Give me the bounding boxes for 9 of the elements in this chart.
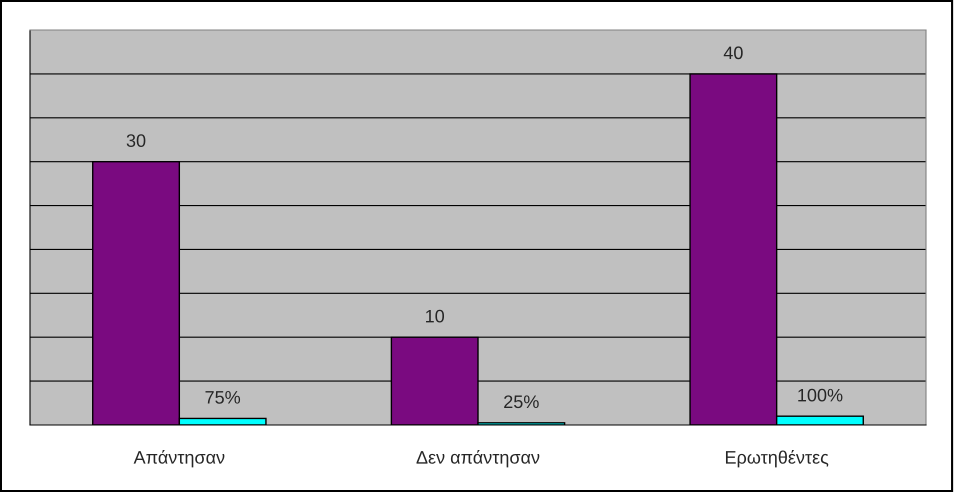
- x-tick-label: Ερωτηθέντες: [726, 450, 828, 468]
- data-label: 10: [426, 310, 444, 323]
- x-tick-label: Απάντησαν: [134, 450, 224, 468]
- data-label: 25%: [504, 395, 539, 408]
- x-tick-label: Δεν απάντησαν: [416, 450, 540, 468]
- data-label: 75%: [205, 391, 240, 404]
- data-label: 30: [126, 134, 146, 147]
- data-label: 100%: [798, 388, 842, 402]
- data-label: 40: [724, 46, 743, 60]
